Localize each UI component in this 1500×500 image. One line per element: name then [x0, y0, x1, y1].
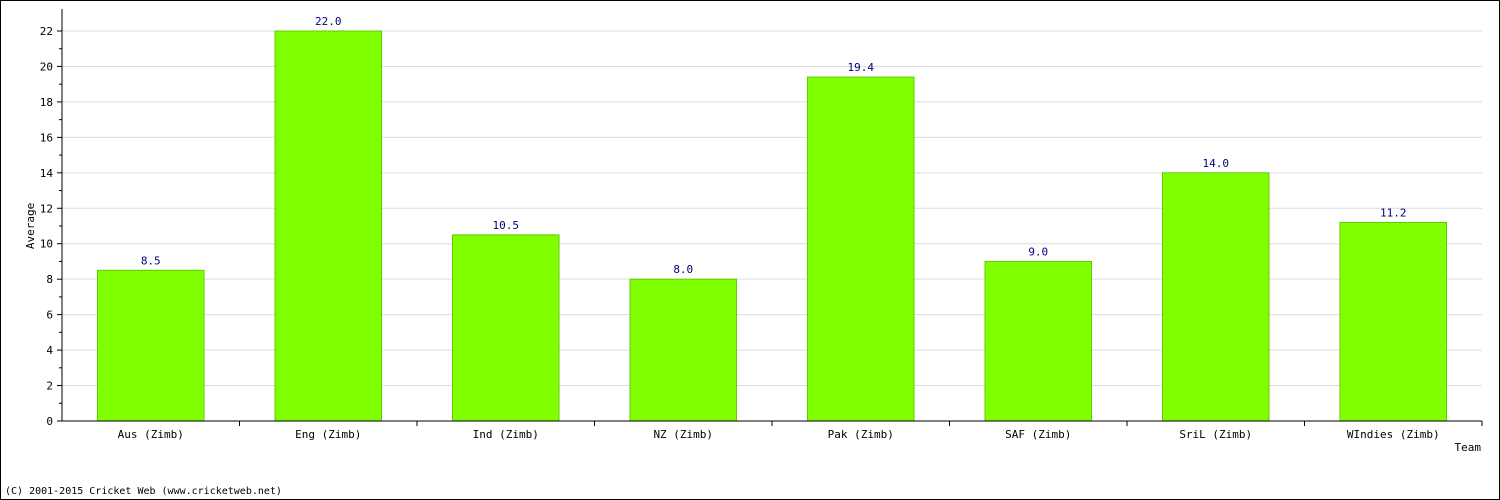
x-category-label: NZ (Zimb)	[653, 428, 713, 441]
axes	[57, 9, 1483, 426]
x-category-label: SAF (Zimb)	[1005, 428, 1071, 441]
x-category-label: WIndies (Zimb)	[1347, 428, 1440, 441]
bar-value-label: 19.4	[848, 61, 875, 74]
copyright-footer: (C) 2001-2015 Cricket Web (www.cricketwe…	[5, 486, 282, 497]
bar-value-label: 14.0	[1203, 157, 1230, 170]
bar	[807, 76, 915, 422]
x-category-label: Aus (Zimb)	[118, 428, 184, 441]
y-tick-label: 0	[46, 415, 53, 428]
y-tick-label: 4	[46, 344, 53, 357]
y-tick-label: 10	[40, 238, 53, 251]
x-axis-title: Team	[1455, 441, 1482, 454]
y-tick-label: 22	[40, 25, 53, 38]
y-tick-label: 20	[40, 60, 53, 73]
x-category-label: SriL (Zimb)	[1179, 428, 1252, 441]
y-axis-title: Average	[24, 203, 37, 249]
x-category-label: Eng (Zimb)	[295, 428, 361, 441]
y-tick-label: 12	[40, 202, 53, 215]
bar-value-label: 9.0	[1028, 245, 1048, 258]
y-tick-label: 16	[40, 131, 53, 144]
bar	[452, 234, 560, 422]
y-tick-label: 18	[40, 96, 53, 109]
labels: 0 2 4 6 8 10 12 14 16 18 20 22 8.5 Aus (Zimb) 22.0 Eng …	[40, 15, 1440, 441]
bar-value-label: 10.5	[493, 219, 520, 232]
bars	[97, 30, 1447, 422]
x-category-label: Ind (Zimb)	[473, 428, 539, 441]
bar	[97, 269, 205, 422]
bar	[629, 278, 737, 422]
bar-value-label: 8.5	[141, 254, 161, 267]
y-tick-label: 8	[46, 273, 53, 286]
y-tick-label: 14	[40, 167, 54, 180]
x-category-label: Pak (Zimb)	[828, 428, 894, 441]
bar	[1162, 172, 1270, 422]
bar-value-label: 8.0	[673, 263, 693, 276]
bar-value-label: 11.2	[1380, 206, 1407, 219]
y-tick-label: 2	[46, 380, 53, 393]
bar-value-label: 22.0	[315, 15, 342, 28]
bar	[984, 260, 1092, 422]
bar	[1339, 221, 1447, 422]
bar	[274, 30, 382, 422]
y-tick-label: 6	[46, 309, 53, 322]
